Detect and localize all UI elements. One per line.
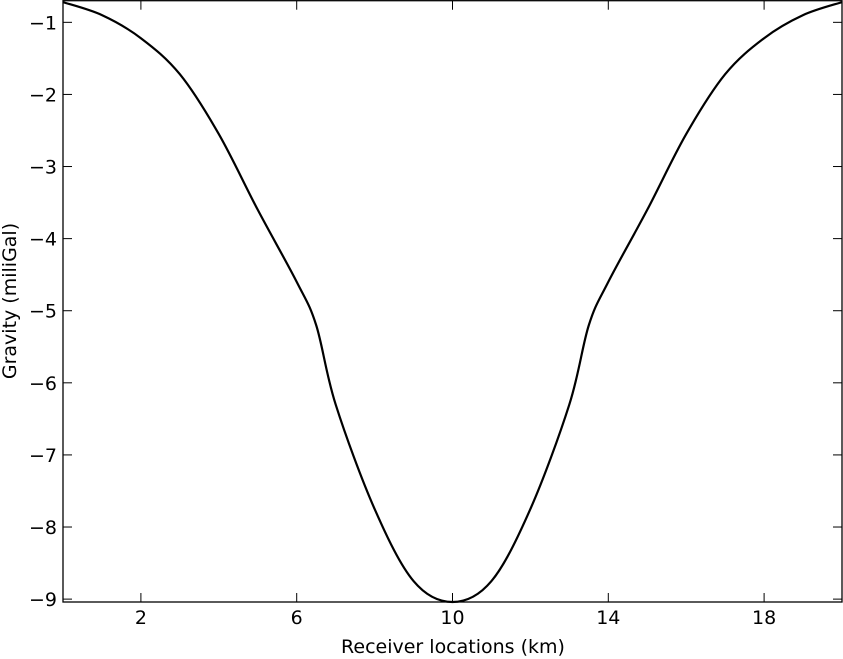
x-tick-label: 18 xyxy=(752,607,776,629)
x-tick-label: 6 xyxy=(291,607,303,629)
y-tick-label: −1 xyxy=(29,12,57,34)
y-axis-label: Gravity (miliGal) xyxy=(0,223,21,379)
y-tick-label: −7 xyxy=(29,445,57,467)
y-tick-label: −6 xyxy=(29,373,57,395)
gravity-series-line xyxy=(62,1,843,604)
series-layer xyxy=(62,1,843,604)
tick-labels-layer: 2 6 10 14 18 −1 −2 −3 −4 −5 −6 −7 −8 −9 xyxy=(29,12,776,629)
x-tick-label: 14 xyxy=(596,607,620,629)
y-tick-label: −4 xyxy=(29,229,57,251)
plot-frame xyxy=(62,0,843,603)
y-tick-label: −3 xyxy=(29,157,57,179)
y-tick-label: −5 xyxy=(29,301,57,323)
ticks-layer xyxy=(63,0,842,602)
x-axis-label: Receiver locations (km) xyxy=(341,636,565,658)
y-tick-label: −8 xyxy=(29,517,57,539)
x-tick-label: 2 xyxy=(135,607,147,629)
y-tick-label: −2 xyxy=(29,84,57,106)
x-tick-label: 10 xyxy=(440,607,464,629)
y-tick-label: −9 xyxy=(29,589,57,611)
